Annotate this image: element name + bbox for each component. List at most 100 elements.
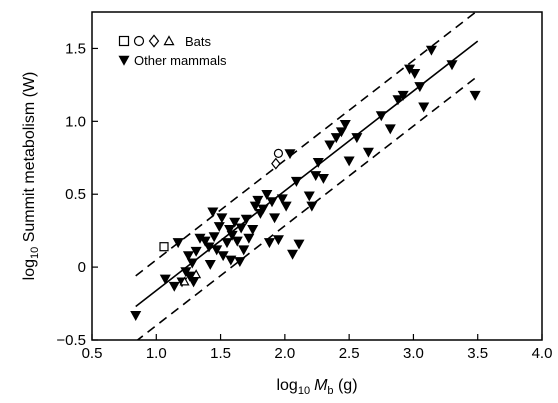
other-mammal-point [257, 204, 269, 215]
bat-point-diamond [271, 157, 281, 170]
y-tick-label: 1.5 [65, 40, 86, 57]
other-mammal-point [226, 230, 238, 241]
y-axis-title-prefix: log [21, 259, 38, 280]
other-mammal-point [425, 45, 437, 56]
other-mammal-point [392, 95, 404, 106]
other-mammal-point [280, 201, 292, 212]
other-mammal-point [397, 90, 409, 101]
prediction-bound-line [136, 75, 479, 340]
other-mammal-point [213, 222, 225, 233]
other-mammal-point [207, 207, 219, 218]
other-mammal-point [229, 217, 241, 228]
other-mammal-point [199, 236, 211, 247]
data-markers [130, 45, 481, 321]
other-mammal-point [284, 149, 296, 160]
other-mammal-point [130, 311, 142, 321]
x-tick-label: 2.0 [274, 345, 295, 362]
y-tick-label: 1.0 [65, 113, 86, 130]
other-mammal-point [243, 233, 255, 244]
other-mammal-point [224, 225, 236, 235]
legend-bat-circle-icon [133, 35, 145, 47]
other-mammal-point [216, 213, 228, 224]
x-tick-label: 2.5 [339, 345, 360, 362]
x-tick-label: 1.0 [146, 345, 167, 362]
prediction-bound-line [135, 12, 478, 277]
legend-bat-triangle-up-icon [163, 35, 175, 46]
other-mammal-point [303, 191, 315, 202]
other-mammal-point [263, 238, 275, 249]
other-mammal-point [414, 82, 426, 93]
other-mammal-point [252, 195, 264, 206]
other-mammal-point [204, 259, 216, 270]
x-axis-title-variable: M [314, 377, 328, 394]
other-mammal-point [168, 281, 180, 292]
legend-label-bats: Bats [185, 34, 212, 49]
x-axis: 0.5 1.0 1.5 2.0 2.5 3.0 3.5 4.0 [82, 334, 552, 362]
other-mammal-point [172, 238, 184, 249]
other-mammal-point [362, 147, 374, 158]
x-axis-title-variable-subscript: b [327, 385, 333, 397]
y-tick-label: −0.5 [56, 332, 86, 349]
x-axis-title-prefix: log [276, 377, 297, 394]
legend-bat-square-icon [118, 35, 130, 47]
plot-area-frame [91, 11, 543, 341]
other-mammal-point [159, 274, 171, 285]
bat-point-triangle-up [179, 276, 190, 286]
other-mammal-point [351, 133, 363, 144]
other-mammal-point [231, 236, 243, 247]
bat-point-triangle-up [191, 269, 202, 279]
other-mammal-point [469, 90, 481, 101]
other-mammal-point [234, 257, 246, 268]
legend-other-mammals-icon [118, 55, 130, 66]
other-mammal-point [269, 213, 281, 224]
x-tick-label: 1.5 [210, 345, 231, 362]
y-axis-title-subscript: 10 [29, 247, 41, 259]
other-mammal-point [217, 251, 229, 262]
y-axis: −0.5 0 0.5 1.0 1.5 [56, 40, 98, 349]
other-mammal-point [335, 127, 347, 138]
other-mammal-point [339, 120, 351, 130]
other-mammal-point [186, 258, 198, 269]
other-mammal-point [208, 232, 220, 243]
other-mammal-point [293, 239, 305, 250]
other-mammal-point [240, 214, 252, 225]
other-mammal-point [324, 140, 336, 151]
other-mammal-point [306, 201, 318, 212]
legend-bat-diamond-icon [148, 34, 160, 48]
other-mammal-point [238, 245, 250, 256]
other-mammal-point [446, 60, 458, 71]
other-mammal-point [330, 133, 342, 144]
bat-point-square [159, 242, 169, 252]
other-mammal-point [290, 176, 302, 187]
other-mammal-point [225, 255, 237, 266]
other-mammal-point [190, 246, 202, 257]
other-mammal-point [211, 245, 223, 256]
other-mammal-point [203, 242, 215, 253]
x-tick-label: 0.5 [82, 345, 103, 362]
regression-line [135, 40, 479, 308]
other-mammal-point [235, 223, 247, 234]
other-mammal-point [418, 102, 430, 113]
other-mammal-point [247, 225, 259, 235]
other-mammal-point [312, 157, 324, 168]
other-mammal-point [184, 271, 196, 282]
other-mammal-point [375, 111, 387, 122]
other-mammal-point [221, 238, 233, 249]
other-mammal-point [276, 194, 288, 205]
other-mammal-point [266, 197, 278, 208]
legend: Bats Other mammals [118, 34, 227, 68]
other-mammal-point [409, 69, 421, 79]
other-mammal-point [287, 249, 299, 260]
other-mammal-point [188, 277, 200, 288]
other-mammal-point [310, 171, 322, 182]
bat-point-circle [273, 148, 284, 159]
other-mammal-point [182, 251, 194, 262]
y-tick-label: 0 [78, 259, 86, 276]
x-axis-title-subscript: 10 [298, 385, 310, 397]
x-tick-label: 3.5 [467, 345, 488, 362]
x-tick-label: 3.0 [403, 345, 424, 362]
other-mammal-point [272, 235, 284, 246]
legend-label-other-mammals: Other mammals [134, 53, 227, 68]
other-mammal-point [317, 173, 329, 184]
